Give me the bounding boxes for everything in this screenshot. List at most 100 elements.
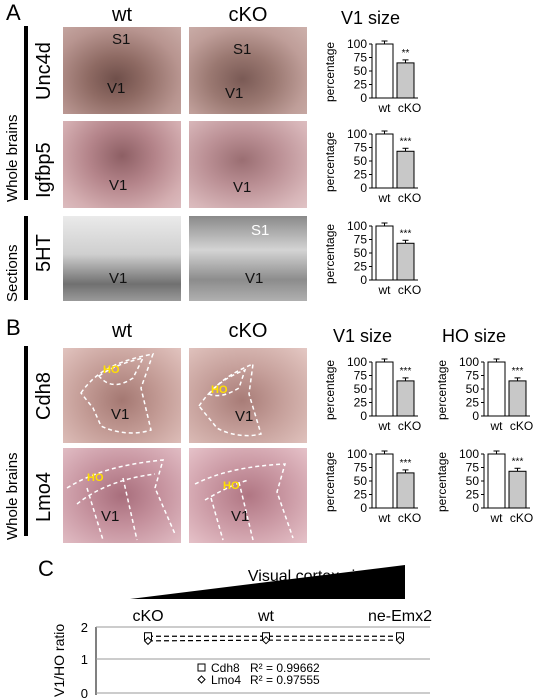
significance-stars: *** bbox=[512, 366, 524, 377]
bar-wt bbox=[375, 225, 394, 281]
y-tick-label: 50 bbox=[466, 382, 480, 396]
y-tick-label: 75 bbox=[354, 233, 368, 247]
group-label-whole-brains-a: Whole brains bbox=[4, 114, 21, 202]
size-wedge bbox=[130, 565, 405, 599]
y-tick-label: 75 bbox=[354, 51, 368, 65]
y-tick-label: 100 bbox=[347, 219, 367, 233]
point-lmo4 bbox=[261, 635, 271, 645]
x-tick-label: wt bbox=[378, 419, 392, 433]
x-tick-label: wt bbox=[490, 511, 504, 525]
series-line-lmo4 bbox=[147, 639, 400, 642]
y-tick-label: 50 bbox=[354, 64, 368, 78]
significance-stars: *** bbox=[400, 366, 412, 377]
c-series-group bbox=[143, 632, 405, 646]
bar-cko bbox=[396, 62, 415, 99]
label-s1: S1 bbox=[112, 31, 131, 48]
x-tick-label: wt bbox=[378, 101, 392, 115]
gene-label-5ht: 5HT bbox=[33, 234, 55, 272]
gene-label-igfbp5: Igfbp5 bbox=[33, 142, 55, 198]
bar-cko bbox=[396, 150, 415, 189]
y-tick-label: 0 bbox=[472, 409, 479, 423]
y-tick-label: 75 bbox=[466, 369, 480, 383]
legend-square-marker bbox=[197, 663, 206, 672]
legend-cdh8-r2: R² = 0.99662 bbox=[250, 661, 320, 675]
y-axis-label: percentage bbox=[323, 224, 337, 284]
bar-wt bbox=[375, 453, 394, 509]
y-tick-label: 0 bbox=[360, 409, 367, 423]
significance-stars: *** bbox=[400, 458, 412, 469]
y-tick-label: 50 bbox=[354, 382, 368, 396]
label-v1: V1 bbox=[109, 177, 128, 194]
y-tick-label: 100 bbox=[459, 355, 479, 369]
photo-cdh8-wt: HO V1 bbox=[63, 348, 181, 443]
photo-lmo4-cko: HO V1 bbox=[189, 448, 307, 543]
label-v1: V1 bbox=[225, 85, 244, 102]
group-label-sections: Sections bbox=[4, 244, 21, 302]
x-tick-label: cKO bbox=[510, 419, 533, 433]
label-v1: V1 bbox=[109, 270, 128, 287]
xcat-wt: wt bbox=[257, 608, 275, 625]
c-ytick-1: 1 bbox=[81, 652, 88, 667]
y-tick-label: 25 bbox=[466, 488, 480, 502]
outline-overlay bbox=[198, 362, 262, 437]
x-tick-label: wt bbox=[490, 419, 504, 433]
y-tick-label: 75 bbox=[354, 369, 368, 383]
group-label-whole-brains-b: Whole brains bbox=[4, 452, 21, 540]
bar-wt bbox=[375, 361, 394, 417]
label-v1: V1 bbox=[107, 80, 126, 97]
x-tick-label: wt bbox=[378, 511, 392, 525]
significance-stars: *** bbox=[400, 228, 412, 239]
label-s1: S1 bbox=[251, 222, 270, 239]
y-axis-label: percentage bbox=[323, 452, 337, 512]
x-tick-label: cKO bbox=[398, 101, 421, 115]
label-v1: V1 bbox=[111, 406, 130, 423]
y-tick-label: 25 bbox=[354, 260, 368, 274]
gene-label-cdh8: Cdh8 bbox=[33, 372, 55, 420]
x-tick-label: wt bbox=[378, 191, 392, 205]
wt-column-header-b: wt bbox=[112, 320, 132, 342]
y-tick-label: 75 bbox=[354, 141, 368, 155]
y-tick-label: 25 bbox=[466, 396, 480, 410]
y-tick-label: 25 bbox=[354, 168, 368, 182]
label-ho: HO bbox=[211, 384, 228, 396]
bar-wt bbox=[375, 133, 394, 189]
legend-cdh8-name: Cdh8 bbox=[211, 661, 240, 675]
xcat-ne-emx2: ne-Emx2 bbox=[368, 608, 432, 625]
bar-wt bbox=[487, 361, 506, 417]
y-tick-label: 50 bbox=[466, 474, 480, 488]
y-tick-label: 0 bbox=[360, 501, 367, 515]
y-tick-label: 100 bbox=[347, 447, 367, 461]
y-tick-label: 100 bbox=[347, 127, 367, 141]
label-v1: V1 bbox=[233, 179, 252, 196]
y-axis-label: percentage bbox=[323, 132, 337, 192]
gene-label-unc4d: Unc4d bbox=[33, 42, 55, 100]
y-tick-label: 0 bbox=[472, 501, 479, 515]
panel-b-letter: B bbox=[6, 315, 21, 340]
photo-5ht-wt: V1 bbox=[63, 216, 181, 301]
photo-lmo4-wt: HO V1 bbox=[63, 448, 181, 543]
cko-column-header-a: cKO bbox=[228, 4, 268, 26]
outline-overlay bbox=[80, 353, 155, 434]
y-tick-label: 50 bbox=[354, 474, 368, 488]
legend-lmo4-r2: R² = 0.97555 bbox=[250, 673, 320, 687]
point-lmo4 bbox=[395, 635, 405, 645]
x-tick-label: wt bbox=[378, 283, 392, 297]
label-ho: HO bbox=[87, 472, 104, 484]
y-axis-label: percentage bbox=[323, 42, 337, 102]
cko-column-header-b: cKO bbox=[228, 320, 268, 342]
panel-c-letter: C bbox=[38, 556, 54, 581]
y-tick-label: 25 bbox=[354, 78, 368, 92]
photo-cdh8-cko: HO V1 bbox=[189, 348, 307, 443]
x-tick-label: cKO bbox=[398, 511, 421, 525]
xcat-cko: cKO bbox=[132, 608, 163, 625]
bar-cko bbox=[508, 380, 527, 417]
label-s1: S1 bbox=[233, 41, 252, 58]
v1-size-header-a: V1 size bbox=[341, 8, 401, 28]
c-ylabel: V1/HO ratio bbox=[51, 624, 67, 697]
c-ytick-0: 0 bbox=[81, 686, 88, 699]
v1-size-header-b: V1 size bbox=[333, 326, 393, 346]
